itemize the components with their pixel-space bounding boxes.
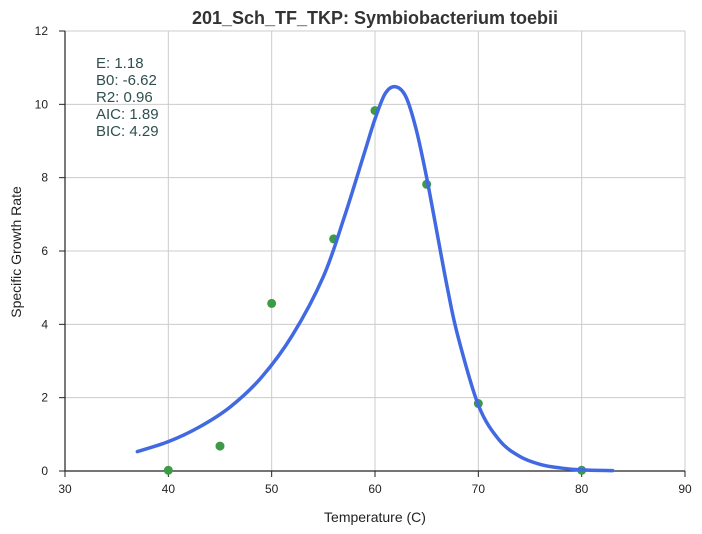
x-tick-label: 80 bbox=[575, 482, 589, 496]
x-tick-label: 60 bbox=[368, 482, 382, 496]
x-tick-label: 70 bbox=[472, 482, 486, 496]
y-tick-label: 12 bbox=[35, 24, 49, 38]
annotation-bic: BIC: 4.29 bbox=[96, 123, 159, 140]
y-tick-label: 6 bbox=[41, 244, 48, 258]
data-point bbox=[215, 441, 225, 451]
y-tick-label: 0 bbox=[41, 464, 48, 478]
x-tick-label: 90 bbox=[678, 482, 692, 496]
y-tick-labels: 0 2 4 6 8 10 12 bbox=[35, 24, 49, 478]
x-tick-label: 50 bbox=[265, 482, 279, 496]
chart-title: 201_Sch_TF_TKP: Symbiobacterium toebii bbox=[192, 8, 558, 28]
annotation-aic: AIC: 1.89 bbox=[96, 106, 159, 123]
fitted-curve bbox=[135, 84, 615, 473]
y-tick-label: 8 bbox=[41, 171, 48, 185]
x-tick-label: 40 bbox=[162, 482, 176, 496]
y-axis-label: Specific Growth Rate bbox=[8, 186, 24, 318]
annotation-e: E: 1.18 bbox=[96, 55, 144, 72]
x-tick-label: 30 bbox=[58, 482, 72, 496]
x-tick-labels: 30 40 50 60 70 80 90 bbox=[58, 482, 692, 496]
data-point bbox=[163, 465, 173, 475]
x-axis-label: Temperature (C) bbox=[324, 509, 426, 525]
series-layer bbox=[135, 84, 615, 475]
fit-statistics: E: 1.18 B0: -6.62 R2: 0.96 AIC: 1.89 BIC… bbox=[96, 55, 159, 140]
grid bbox=[65, 30, 686, 471]
y-tick-label: 4 bbox=[41, 317, 48, 331]
y-tick-label: 2 bbox=[41, 391, 48, 405]
data-point bbox=[267, 298, 277, 308]
annotation-b0: B0: -6.62 bbox=[96, 72, 157, 89]
annotation-r2: R2: 0.96 bbox=[96, 89, 153, 106]
y-tick-label: 10 bbox=[35, 97, 49, 111]
